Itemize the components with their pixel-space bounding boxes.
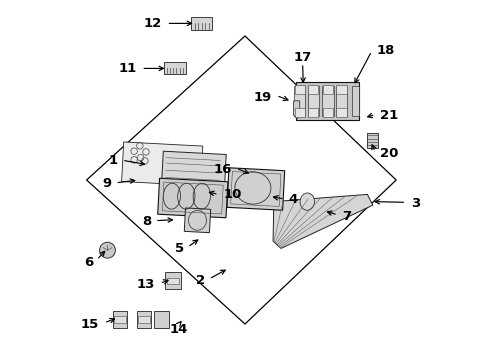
Bar [294,85,305,94]
Polygon shape [294,101,300,119]
Bar [337,85,346,94]
Text: 17: 17 [294,51,312,64]
Text: 5: 5 [174,242,184,255]
Bar [308,108,318,117]
Text: 9: 9 [103,177,112,190]
Circle shape [99,242,116,258]
Bar [162,182,223,214]
Bar [164,62,186,74]
Text: 2: 2 [196,274,205,287]
Text: 12: 12 [144,17,162,30]
Bar [158,178,228,218]
Text: 21: 21 [380,109,398,122]
Bar [352,85,360,116]
Bar [323,108,333,117]
Bar [167,278,179,284]
Text: 4: 4 [288,193,297,206]
Text: 10: 10 [223,188,242,201]
Bar [322,85,334,116]
Bar [336,85,347,116]
Text: 15: 15 [81,318,99,330]
Text: 1: 1 [108,154,117,167]
Bar [294,85,305,116]
Text: 13: 13 [137,278,155,291]
Text: 7: 7 [342,210,351,222]
Bar [231,172,281,206]
Bar [113,311,127,328]
Bar [296,82,359,120]
Bar [308,85,319,116]
Polygon shape [273,194,373,248]
Text: 8: 8 [142,215,151,228]
Bar [162,151,226,189]
Ellipse shape [300,193,315,210]
Bar [294,108,305,117]
Text: 11: 11 [119,62,137,75]
Bar [166,272,180,289]
Bar [137,311,151,328]
Text: 20: 20 [380,147,398,159]
Text: 14: 14 [169,323,188,336]
Bar [154,311,169,328]
Bar [184,208,211,233]
Bar [192,17,212,30]
Bar [308,85,318,94]
Text: 16: 16 [214,163,232,176]
Text: 6: 6 [85,256,94,269]
Bar [227,168,285,210]
Text: 18: 18 [376,44,395,57]
Bar [114,316,126,323]
Bar [337,108,346,117]
Bar [368,133,378,148]
Bar [122,142,203,186]
Text: 3: 3 [411,197,420,210]
Bar [139,316,150,323]
Text: 19: 19 [254,91,272,104]
Bar [323,85,333,94]
